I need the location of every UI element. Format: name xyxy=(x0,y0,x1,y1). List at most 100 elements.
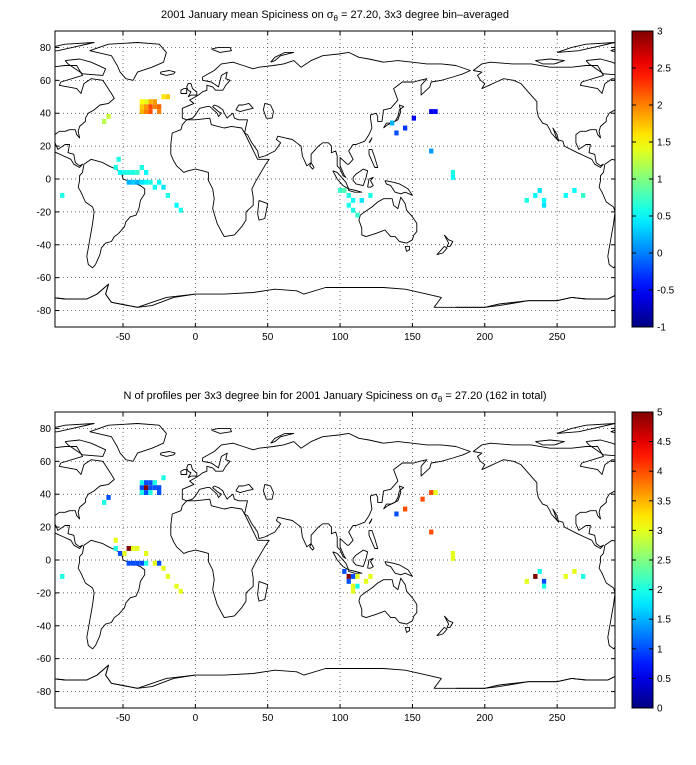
bottom-data-bins xyxy=(60,475,586,594)
colorbar-tick-label: 4.5 xyxy=(657,437,671,448)
data-bin xyxy=(148,104,153,110)
data-bin xyxy=(563,193,568,198)
x-tick-label: 200 xyxy=(476,332,493,343)
data-bin xyxy=(346,193,351,198)
data-bin xyxy=(102,119,107,124)
data-bin xyxy=(139,485,144,491)
coastline xyxy=(348,188,363,193)
data-bin xyxy=(122,551,127,556)
data-bin xyxy=(144,179,149,185)
data-bin xyxy=(350,588,356,594)
data-bin xyxy=(60,193,65,198)
y-tick-label: -60 xyxy=(37,273,52,284)
coastline xyxy=(352,549,369,568)
colorbar-tick-label: 3 xyxy=(657,27,663,38)
colorbar-tick-label: 0 xyxy=(657,704,663,715)
data-bin xyxy=(541,197,547,203)
y-tick-label: -80 xyxy=(37,306,52,317)
y-tick-label: -80 xyxy=(37,687,52,698)
data-bin xyxy=(126,170,131,175)
data-bin xyxy=(116,156,121,162)
data-bin xyxy=(533,193,538,198)
data-bin xyxy=(411,115,416,121)
data-bin xyxy=(144,480,149,486)
data-bin xyxy=(152,104,157,110)
y-tick-label: 40 xyxy=(40,490,52,501)
coastline xyxy=(235,102,254,113)
bottom-y-ticks: 80 60 40 20 0 -20 -40 -60 -80 xyxy=(37,424,615,698)
data-bin xyxy=(355,212,360,218)
bottom-title-subscript: θ xyxy=(438,395,443,404)
y-tick-label: -40 xyxy=(37,621,52,632)
data-bin xyxy=(165,94,170,100)
data-bin xyxy=(144,170,149,175)
coastline xyxy=(160,70,176,76)
coastline xyxy=(404,626,410,633)
y-tick-label: 60 xyxy=(40,76,52,87)
top-coastlines xyxy=(55,42,615,308)
colorbar-tick-label: -0.5 xyxy=(657,286,675,297)
data-bin xyxy=(113,537,118,543)
data-bin xyxy=(131,560,136,566)
data-bin xyxy=(139,104,144,110)
data-bin xyxy=(541,202,547,208)
data-bin xyxy=(541,583,547,589)
y-tick-label: 0 xyxy=(45,175,51,186)
data-bin xyxy=(337,188,343,193)
coastline xyxy=(270,432,295,444)
data-bin xyxy=(139,99,144,105)
coastline xyxy=(585,439,615,457)
x-tick-label: 150 xyxy=(404,713,421,724)
x-tick-label: 150 xyxy=(404,332,421,343)
data-bin xyxy=(131,170,136,175)
data-bin xyxy=(342,188,347,193)
coastline xyxy=(55,65,115,168)
coastline xyxy=(436,627,448,637)
data-bin xyxy=(403,125,408,131)
data-bin xyxy=(581,193,586,198)
coastline xyxy=(211,46,232,53)
x-tick-label: 0 xyxy=(193,713,199,724)
data-bin xyxy=(113,546,118,551)
data-bin xyxy=(157,104,162,110)
coastline xyxy=(309,162,315,170)
coastline xyxy=(262,102,274,119)
top-colorbar-ticks: 3 2.5 2 1.5 1 0.5 0 -0.5 -1 xyxy=(632,27,675,334)
colorbar-tick-label: 3 xyxy=(657,526,663,537)
data-bin xyxy=(161,565,166,571)
data-bin xyxy=(174,202,179,208)
data-bin xyxy=(165,574,170,579)
coastline xyxy=(64,58,107,76)
data-bin xyxy=(139,179,144,185)
colorbar-tick-label: 1.5 xyxy=(657,138,671,149)
coastline xyxy=(404,245,410,252)
bottom-x-ticks: -50 0 50 100 150 200 250 xyxy=(116,412,566,724)
data-bin xyxy=(139,480,144,486)
x-tick-label: 250 xyxy=(549,332,566,343)
data-bin xyxy=(524,578,529,584)
x-tick-label: -50 xyxy=(116,332,131,343)
x-tick-label: 250 xyxy=(549,713,566,724)
x-tick-label: 100 xyxy=(332,713,349,724)
data-bin xyxy=(122,170,127,175)
coastline xyxy=(384,180,413,196)
data-bin xyxy=(450,170,456,175)
coastline xyxy=(55,423,95,433)
data-bin xyxy=(368,574,373,579)
data-bin xyxy=(152,480,157,486)
data-bin xyxy=(572,569,577,574)
y-tick-label: 20 xyxy=(40,142,52,153)
x-tick-label: 0 xyxy=(193,332,199,343)
top-title-suffix: = 27.20, 3x3 degree bin–averaged xyxy=(338,9,509,21)
data-bin xyxy=(178,207,183,213)
coastline xyxy=(598,158,615,269)
data-bin xyxy=(350,574,356,579)
data-bin xyxy=(537,569,542,574)
data-bin xyxy=(420,496,425,502)
coastline xyxy=(443,615,454,628)
top-title-sigma: σ xyxy=(327,9,334,21)
data-bin xyxy=(60,574,65,579)
colorbar-tick-label: -1 xyxy=(657,323,666,334)
coastline xyxy=(455,676,615,689)
coastline xyxy=(257,580,269,602)
